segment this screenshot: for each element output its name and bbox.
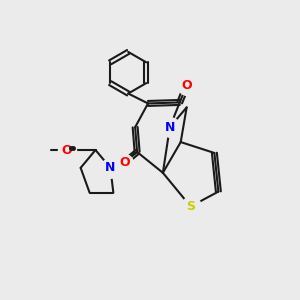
Text: O: O: [61, 143, 72, 157]
Text: O: O: [119, 156, 130, 170]
Text: O: O: [181, 79, 192, 92]
Text: S: S: [186, 200, 195, 213]
Text: N: N: [165, 121, 175, 134]
Text: N: N: [105, 161, 116, 174]
